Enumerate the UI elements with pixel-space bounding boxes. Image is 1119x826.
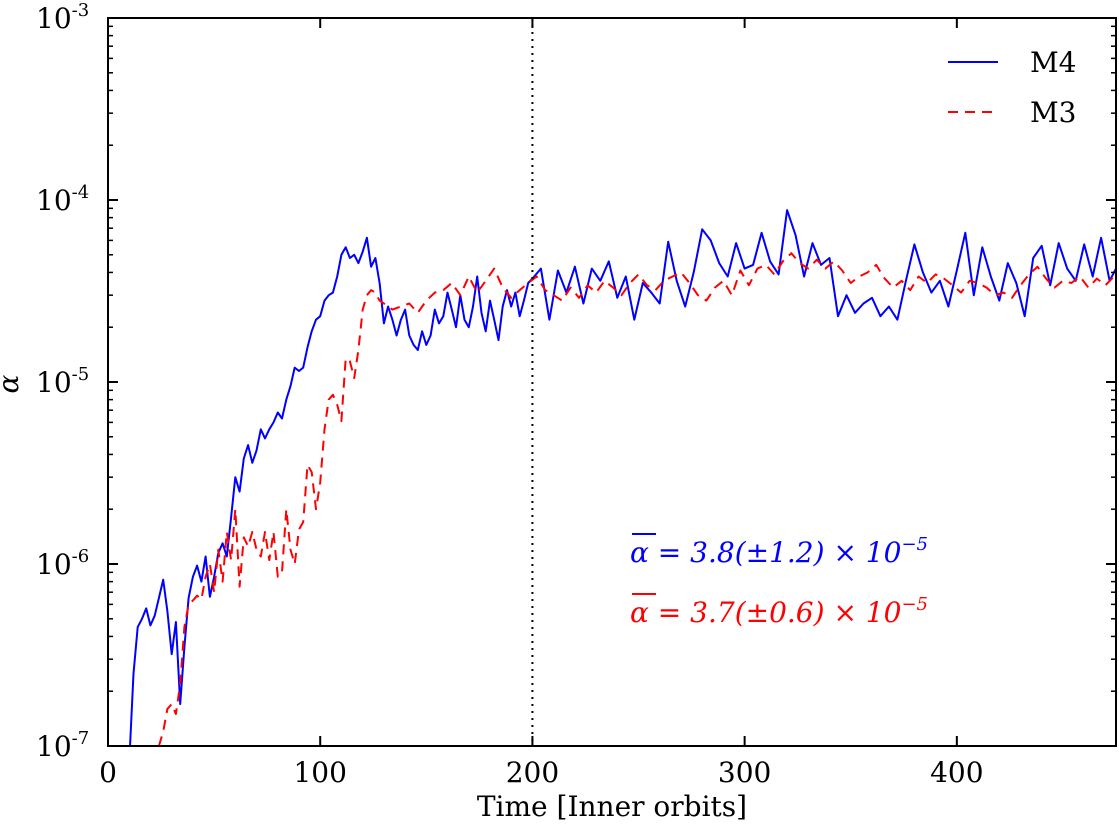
y-tick-base: 10 <box>36 184 72 217</box>
y-tick-base: 10 <box>36 366 72 399</box>
y-tick-base: 10 <box>36 548 72 581</box>
legend-label-m3: M3 <box>1030 96 1076 129</box>
x-tick-label: 300 <box>718 756 771 789</box>
annotation-mean-m4-exp: −5 <box>901 534 928 555</box>
y-tick-label: 10-7 <box>36 728 89 763</box>
y-tick-label: 10-3 <box>36 0 89 35</box>
x-tick-label: 100 <box>293 756 346 789</box>
annotation-mean-m3-text: α = 3.7(±0.6) × 10 <box>630 596 901 629</box>
y-axis-label: α <box>0 374 25 393</box>
annotation-mean-m3-exp: −5 <box>901 594 928 615</box>
y-tick-label: 10-5 <box>36 364 89 399</box>
y-tick-exp: -6 <box>72 546 90 567</box>
x-tick-label: 0 <box>99 756 117 789</box>
plot-frame <box>107 17 1117 747</box>
legend-label-m4: M4 <box>1030 46 1076 79</box>
lines-group <box>129 209 1116 746</box>
y-tick-base: 10 <box>36 2 72 35</box>
series-line-m4 <box>129 209 1116 746</box>
y-tick-label: 10-4 <box>36 182 89 217</box>
y-tick-base: 10 <box>36 730 72 763</box>
legend: M4 M3 <box>948 46 1076 129</box>
annotation-mean-m3: α = 3.7(±0.6) × 10−5 <box>630 594 928 629</box>
y-tick-exp: -5 <box>72 364 90 385</box>
y-tick-label: 10-6 <box>36 546 89 581</box>
x-tick-label: 200 <box>506 756 559 789</box>
annotation-mean-m4-text: α = 3.8(±1.2) × 10 <box>630 536 901 569</box>
annotation-mean-m4: α = 3.8(±1.2) × 10−5 <box>630 534 928 569</box>
series-line-m3 <box>157 252 1116 746</box>
y-tick-exp: -7 <box>72 728 90 749</box>
y-tick-exp: -4 <box>72 182 90 203</box>
x-tick-label: 400 <box>930 756 983 789</box>
annotations: α = 3.8(±1.2) × 10−5 α = 3.7(±0.6) × 10−… <box>630 533 928 629</box>
y-tick-exp: -3 <box>72 0 90 21</box>
x-axis-label: Time [Inner orbits] <box>477 790 747 823</box>
